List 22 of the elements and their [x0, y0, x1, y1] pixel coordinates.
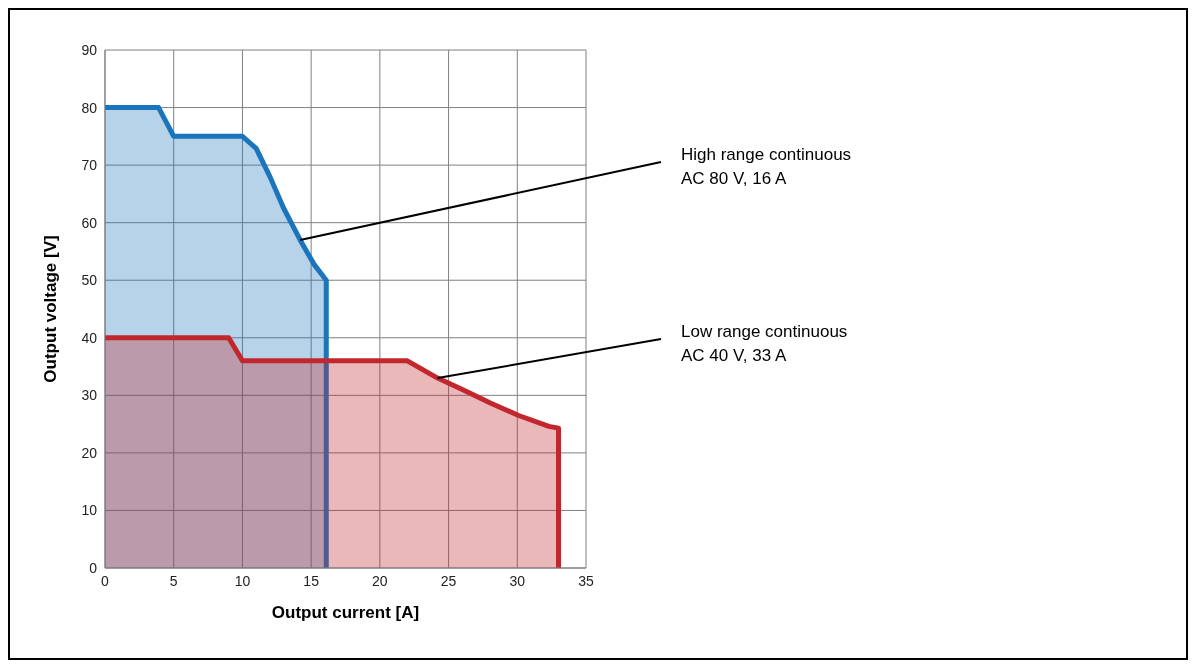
x-tick-label: 0 [101, 572, 110, 589]
y-tick-label: 10 [81, 502, 98, 519]
y-tick-label: 60 [81, 214, 98, 231]
x-tick-label: 10 [234, 572, 251, 589]
y-tick-label: 30 [81, 387, 98, 404]
y-tick-label: 90 [81, 41, 98, 58]
x-tick-label: 5 [169, 572, 178, 589]
annotation: High range continuous AC 80 V, 16 A [681, 145, 852, 188]
x-axis-title: Output current [A] [271, 603, 420, 622]
y-axis-title: Output voltage [V] [41, 235, 61, 383]
x-tick-label: 30 [509, 572, 526, 589]
y-tick-label: 70 [81, 157, 98, 174]
y-tick-label: 50 [81, 272, 98, 289]
x-tick-label: 20 [372, 572, 388, 589]
y-tick-label: 40 [81, 329, 98, 346]
y-tick-label: 0 [89, 559, 98, 576]
x-tick-label: 35 [578, 572, 594, 589]
y-tick-label: 80 [81, 99, 98, 116]
annotation: Low range continuous AC 40 V, 33 A [681, 322, 848, 365]
x-tick-label: 25 [440, 572, 457, 589]
y-tick-label: 20 [81, 444, 98, 461]
x-tick-label: 15 [303, 572, 320, 589]
